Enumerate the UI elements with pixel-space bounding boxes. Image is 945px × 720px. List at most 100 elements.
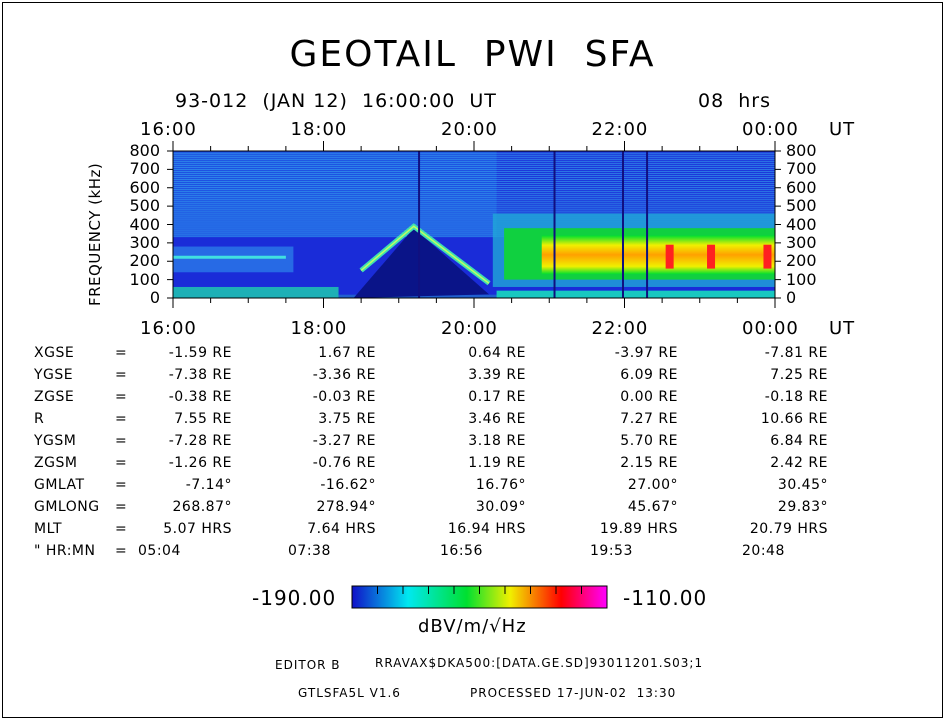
noise-stripe <box>173 193 775 195</box>
noise-stripe <box>173 233 775 235</box>
orbit-value: 0.00 RE <box>620 389 678 405</box>
noise-stripe <box>173 184 775 187</box>
noise-stripe <box>173 223 775 225</box>
y-tick-label-right: 600 <box>786 177 817 197</box>
orbit-value: 6.09 RE <box>620 367 678 383</box>
noise-stripe <box>173 174 775 177</box>
noise-stripe <box>173 203 775 205</box>
bottom-tick-label: 00:00 <box>742 318 799 339</box>
orbit-value: 16.94 HRS <box>447 521 526 537</box>
orbit-row-equals: = <box>115 389 128 405</box>
early-emission-line <box>173 255 286 259</box>
orbit-value: 05:04 <box>138 543 181 559</box>
orbit-value: 3.46 RE <box>468 411 526 427</box>
orbit-row-label: MLT <box>34 521 63 537</box>
data-path: RRAVAX$DKA500:[DATA.GE.SD]93011201.S03;1 <box>375 656 704 670</box>
noise-stripe <box>173 166 775 169</box>
noise-stripe <box>173 187 775 189</box>
orbit-value: -0.18 RE <box>764 389 828 405</box>
orbit-value: 0.17 RE <box>468 389 526 405</box>
early-emission-band <box>173 246 294 273</box>
bottom-tick-label: 22:00 <box>591 318 649 339</box>
orbit-value: 27.00° <box>627 477 678 493</box>
orbit-row-equals: = <box>115 543 128 559</box>
orbit-value: 16.76° <box>475 477 526 493</box>
y-tick-label-right: 0 <box>786 288 797 307</box>
noise-stripe <box>173 229 775 231</box>
noise-stripe <box>173 211 775 213</box>
top-tick-label: 22:00 <box>591 119 649 140</box>
red-burst <box>665 244 674 269</box>
noise-stripe <box>173 180 775 183</box>
orbit-row-label: GMLONG <box>34 499 100 515</box>
noise-stripe <box>173 162 775 164</box>
orbit-value: -1.26 RE <box>168 455 232 471</box>
y-tick-label-left: 300 <box>129 232 160 252</box>
orbit-row-equals: = <box>115 477 128 493</box>
colorbar-max-label: -110.00 <box>623 586 708 610</box>
y-tick-label-right: 800 <box>786 141 817 160</box>
noise-stripe <box>173 231 775 233</box>
orbit-value: -16.62° <box>320 477 376 493</box>
orbit-value: 45.67° <box>627 499 678 515</box>
y-tick-label-left: 200 <box>129 251 160 271</box>
orbit-value: 278.94° <box>316 499 376 515</box>
bottom-axis-unit: UT <box>829 318 856 339</box>
top-tick-label: 18:00 <box>290 119 348 140</box>
top-tick-label: 20:00 <box>441 119 498 140</box>
orbit-value: 5.70 RE <box>620 433 678 449</box>
orbit-value: 19.89 HRS <box>599 521 678 537</box>
orbit-value: 20.79 HRS <box>749 521 828 537</box>
duration-label: 08 hrs <box>698 90 772 112</box>
orbit-value: 10.66 RE <box>760 411 828 427</box>
dark-triangle-region <box>353 228 490 298</box>
page-title: GEOTAIL PWI SFA <box>289 34 656 75</box>
orbit-value: 268.87° <box>172 499 232 515</box>
orbit-row-label: GMLAT <box>34 477 85 493</box>
orbit-value: 29.83° <box>777 499 828 515</box>
noise-stripe <box>173 160 775 162</box>
orbit-value: -0.03 RE <box>312 389 376 405</box>
bottom-tick-label: 18:00 <box>290 318 348 339</box>
y-tick-label-left: 800 <box>129 141 160 160</box>
editor-label: EDITOR B <box>275 658 341 672</box>
noise-stripe <box>173 215 775 217</box>
noise-stripe <box>173 221 775 223</box>
noise-stripe <box>173 152 775 154</box>
orbit-value: 7.64 HRS <box>307 521 376 537</box>
noise-stripe <box>173 172 775 175</box>
orbit-row-equals: = <box>115 367 128 383</box>
orbit-row-equals: = <box>115 345 128 361</box>
noise-stripe <box>173 164 775 166</box>
bottom-tick-label: 20:00 <box>441 318 498 339</box>
orbit-value: 7.27 RE <box>620 411 678 427</box>
date-line: 93-012 (JAN 12) 16:00:00 UT <box>175 90 497 112</box>
noise-stripe <box>173 195 775 197</box>
orbit-row-equals: = <box>115 521 128 537</box>
orbit-value: -3.27 RE <box>312 433 376 449</box>
orbit-row-label: YGSM <box>34 433 77 449</box>
y-tick-label-left: 700 <box>129 159 160 179</box>
top-axis-unit: UT <box>829 119 856 140</box>
noise-stripe <box>173 201 775 203</box>
y-tick-label-left: 100 <box>129 269 160 289</box>
noise-stripe <box>173 207 775 209</box>
y-tick-label-left: 500 <box>129 196 160 216</box>
noise-stripe <box>173 168 775 171</box>
noise-stripe <box>173 197 775 199</box>
y-axis-label: FREQUENCY (kHz) <box>86 162 104 306</box>
noise-stripe <box>173 178 775 181</box>
orbit-value: 0.64 RE <box>468 345 526 361</box>
orbit-value: 2.42 RE <box>770 455 828 471</box>
orbit-value: 20:48 <box>742 543 785 559</box>
orbit-row-label: " HR:MN <box>34 543 96 559</box>
orbit-value: -0.76 RE <box>312 455 376 471</box>
orbit-row-label: YGSE <box>34 367 74 383</box>
orbit-value: -7.38 RE <box>168 367 232 383</box>
orbit-value: -3.36 RE <box>312 367 376 383</box>
noise-stripe <box>173 227 775 229</box>
bottom-tick-label: 16:00 <box>140 318 197 339</box>
low-frequency-floor <box>338 294 512 298</box>
